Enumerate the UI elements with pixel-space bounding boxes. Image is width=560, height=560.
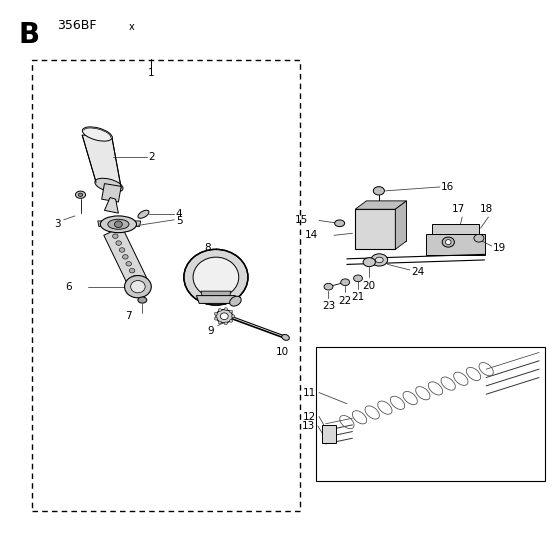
Ellipse shape	[446, 240, 451, 245]
Ellipse shape	[116, 241, 122, 245]
Ellipse shape	[224, 307, 227, 310]
Polygon shape	[432, 224, 479, 234]
Ellipse shape	[230, 296, 241, 306]
Ellipse shape	[231, 315, 235, 318]
Ellipse shape	[82, 127, 112, 141]
Text: 1: 1	[147, 68, 154, 78]
Text: 7: 7	[125, 311, 132, 321]
Ellipse shape	[224, 322, 227, 325]
Ellipse shape	[216, 310, 232, 323]
Ellipse shape	[214, 318, 218, 320]
Polygon shape	[82, 135, 121, 188]
Ellipse shape	[138, 210, 149, 218]
Ellipse shape	[78, 193, 83, 197]
Text: 2: 2	[148, 152, 155, 162]
Ellipse shape	[335, 220, 344, 227]
Bar	[32, 60, 300, 511]
Text: 24: 24	[411, 267, 424, 277]
Polygon shape	[104, 227, 147, 287]
Text: 18: 18	[479, 204, 493, 214]
Text: 4: 4	[176, 209, 183, 220]
Ellipse shape	[76, 191, 86, 198]
Ellipse shape	[113, 234, 118, 239]
Polygon shape	[197, 296, 235, 304]
Ellipse shape	[126, 262, 132, 266]
Ellipse shape	[124, 276, 151, 298]
Text: 6: 6	[66, 282, 72, 292]
Ellipse shape	[184, 249, 248, 305]
Ellipse shape	[230, 320, 233, 322]
Ellipse shape	[108, 220, 129, 229]
Ellipse shape	[282, 334, 290, 340]
Text: 16: 16	[441, 182, 454, 192]
Polygon shape	[366, 201, 407, 241]
Ellipse shape	[95, 178, 123, 192]
Text: 10: 10	[276, 347, 290, 357]
Ellipse shape	[123, 255, 128, 259]
Bar	[316, 347, 545, 480]
Polygon shape	[395, 201, 407, 249]
Ellipse shape	[340, 279, 349, 286]
Ellipse shape	[129, 268, 135, 273]
Ellipse shape	[353, 275, 362, 282]
Ellipse shape	[374, 186, 384, 195]
Polygon shape	[355, 201, 407, 209]
Text: 14: 14	[305, 230, 318, 240]
Ellipse shape	[119, 248, 125, 252]
Ellipse shape	[375, 257, 383, 263]
Ellipse shape	[214, 312, 218, 315]
Ellipse shape	[133, 276, 138, 280]
Ellipse shape	[230, 310, 233, 313]
Ellipse shape	[138, 297, 147, 303]
Text: 11: 11	[303, 388, 316, 398]
Ellipse shape	[218, 321, 222, 324]
Ellipse shape	[193, 257, 239, 297]
Ellipse shape	[474, 234, 484, 242]
Text: 23: 23	[322, 301, 335, 311]
Polygon shape	[355, 209, 395, 249]
Ellipse shape	[363, 258, 375, 267]
Text: x: x	[128, 22, 134, 32]
Text: 356BF: 356BF	[57, 19, 97, 32]
Text: 3: 3	[54, 220, 61, 229]
Ellipse shape	[221, 313, 228, 320]
Text: 5: 5	[176, 217, 183, 226]
Text: 21: 21	[351, 292, 365, 302]
Polygon shape	[102, 184, 121, 202]
Text: 12: 12	[303, 412, 316, 422]
Polygon shape	[98, 221, 141, 226]
Ellipse shape	[130, 281, 145, 293]
Text: 13: 13	[302, 421, 315, 431]
Ellipse shape	[442, 237, 454, 247]
Text: 22: 22	[339, 296, 352, 306]
Ellipse shape	[218, 309, 222, 311]
Polygon shape	[426, 234, 484, 255]
Text: 15: 15	[295, 216, 309, 226]
Ellipse shape	[114, 221, 122, 227]
Text: B: B	[18, 21, 39, 49]
Ellipse shape	[324, 283, 333, 290]
Text: 8: 8	[204, 242, 211, 253]
Polygon shape	[322, 425, 336, 443]
Text: 20: 20	[363, 281, 376, 291]
Text: 9: 9	[207, 326, 214, 335]
Polygon shape	[201, 291, 231, 296]
Text: 19: 19	[493, 242, 506, 253]
Ellipse shape	[371, 254, 388, 266]
Ellipse shape	[100, 216, 137, 232]
Polygon shape	[105, 198, 118, 213]
Text: 17: 17	[452, 204, 465, 214]
